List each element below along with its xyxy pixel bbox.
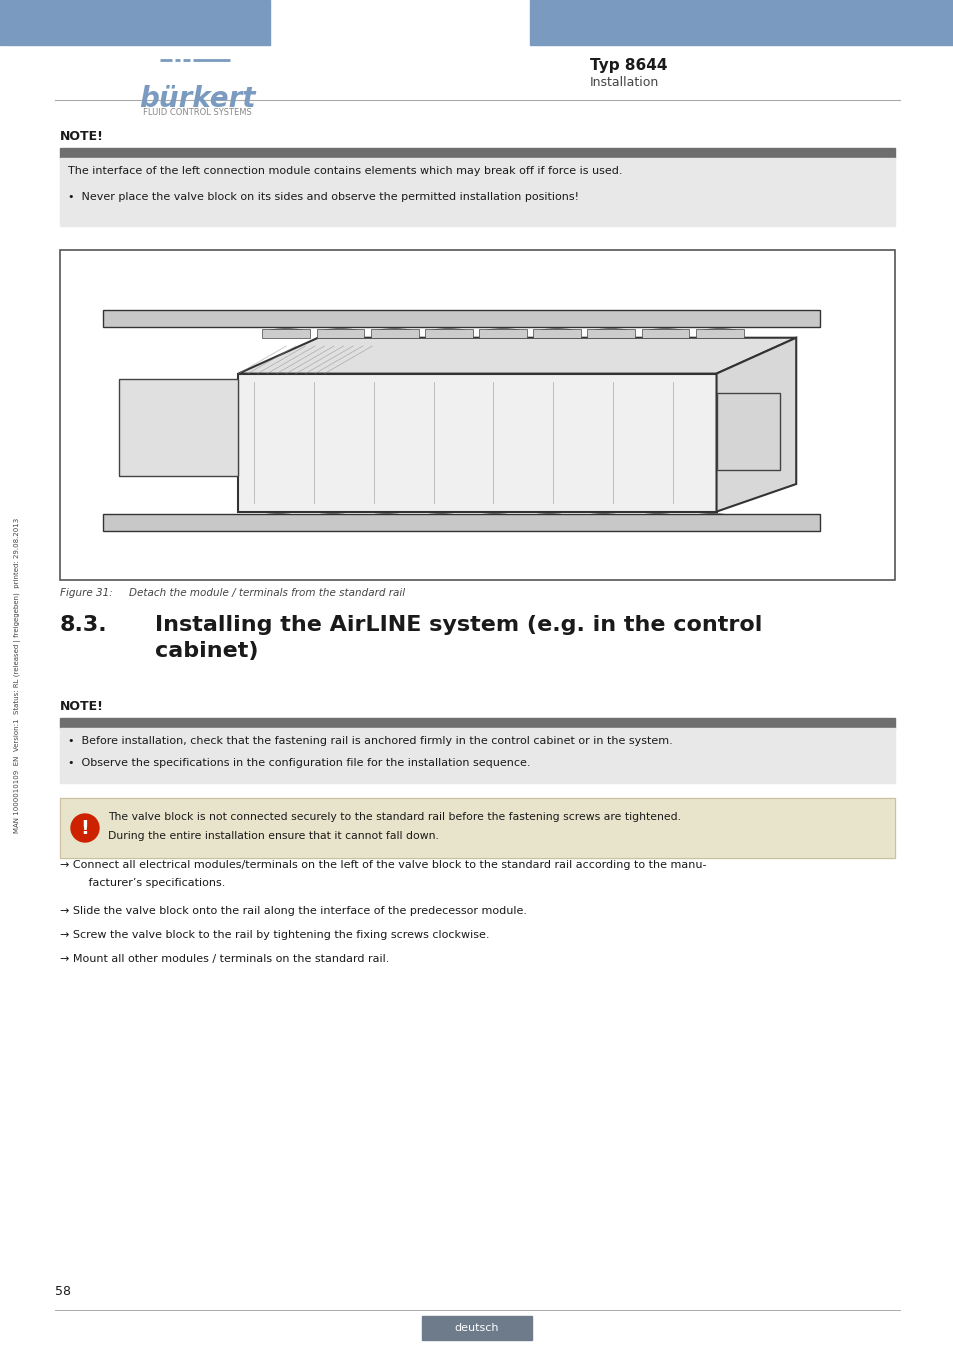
Bar [119, 379, 238, 475]
Bar [478, 329, 526, 338]
Bar [60, 798, 894, 859]
Bar [641, 329, 689, 338]
Text: Figure 31:     Detach the module / terminals from the standard rail: Figure 31: Detach the module / terminals… [60, 589, 405, 598]
Bar [60, 148, 894, 158]
Bar [60, 728, 894, 783]
Ellipse shape [258, 513, 298, 521]
Text: !: ! [80, 818, 90, 837]
Text: facturer’s specifications.: facturer’s specifications. [78, 878, 225, 888]
Text: Installation: Installation [589, 76, 659, 89]
Text: 58: 58 [55, 1285, 71, 1297]
Ellipse shape [637, 513, 677, 521]
Text: bürkert: bürkert [138, 85, 255, 113]
Bar [424, 329, 473, 338]
Ellipse shape [429, 329, 468, 336]
Ellipse shape [320, 329, 360, 336]
Ellipse shape [482, 329, 522, 336]
Text: Installing the AirLINE system (e.g. in the control: Installing the AirLINE system (e.g. in t… [154, 616, 761, 634]
Text: •  Before installation, check that the fastening rail is anchored firmly in the : • Before installation, check that the fa… [68, 736, 672, 747]
Bar [60, 718, 894, 728]
Text: The valve block is not connected securely to the standard rail before the fasten: The valve block is not connected securel… [108, 811, 680, 822]
Ellipse shape [475, 513, 515, 521]
Text: •  Observe the specifications in the configuration file for the installation seq: • Observe the specifications in the conf… [68, 757, 530, 768]
Bar [60, 158, 894, 225]
Bar [103, 310, 820, 327]
Text: deutsch: deutsch [455, 1323, 498, 1332]
Bar [371, 329, 418, 338]
Bar [587, 329, 635, 338]
Ellipse shape [375, 329, 415, 336]
Ellipse shape [529, 513, 569, 521]
Text: → Screw the valve block to the rail by tightening the fixing screws clockwise.: → Screw the valve block to the rail by t… [60, 930, 489, 940]
Bar [533, 329, 580, 338]
Text: Typ 8644: Typ 8644 [589, 58, 667, 73]
Bar [103, 514, 820, 531]
Polygon shape [238, 338, 796, 374]
Ellipse shape [645, 329, 685, 336]
Ellipse shape [366, 513, 406, 521]
Ellipse shape [583, 513, 622, 521]
Text: NOTE!: NOTE! [60, 701, 104, 713]
Text: During the entire installation ensure that it cannot fall down.: During the entire installation ensure th… [108, 832, 438, 841]
Ellipse shape [420, 513, 460, 521]
Text: NOTE!: NOTE! [60, 130, 104, 143]
Circle shape [71, 814, 99, 842]
Text: The interface of the left connection module contains elements which may break of: The interface of the left connection mod… [68, 166, 622, 176]
Text: → Mount all other modules / terminals on the standard rail.: → Mount all other modules / terminals on… [60, 954, 389, 964]
Bar [716, 393, 780, 470]
Ellipse shape [537, 329, 577, 336]
Text: 8.3.: 8.3. [60, 616, 108, 634]
Ellipse shape [691, 513, 731, 521]
Text: MAN 1000010109  EN  Version:1  Status: RL (released | freigegeben)  printed: 29.: MAN 1000010109 EN Version:1 Status: RL (… [14, 517, 22, 833]
Text: FLUID CONTROL SYSTEMS: FLUID CONTROL SYSTEMS [143, 108, 251, 117]
Bar [695, 329, 743, 338]
Polygon shape [716, 338, 796, 512]
Bar [60, 250, 894, 580]
Text: → Connect all electrical modules/terminals on the left of the valve block to the: → Connect all electrical modules/termina… [60, 860, 706, 869]
Ellipse shape [591, 329, 631, 336]
Bar [0, 0, 270, 45]
Bar [316, 329, 364, 338]
Polygon shape [238, 374, 716, 512]
Bar [60, 798, 894, 859]
Ellipse shape [266, 329, 306, 336]
Text: cabinet): cabinet) [154, 641, 258, 662]
Bar [530, 0, 953, 45]
Ellipse shape [313, 513, 352, 521]
Ellipse shape [700, 329, 739, 336]
Bar [262, 329, 310, 338]
Text: → Slide the valve block onto the rail along the interface of the predecessor mod: → Slide the valve block onto the rail al… [60, 906, 526, 917]
Bar [421, 1316, 532, 1341]
Text: •  Never place the valve block on its sides and observe the permitted installati: • Never place the valve block on its sid… [68, 192, 578, 202]
